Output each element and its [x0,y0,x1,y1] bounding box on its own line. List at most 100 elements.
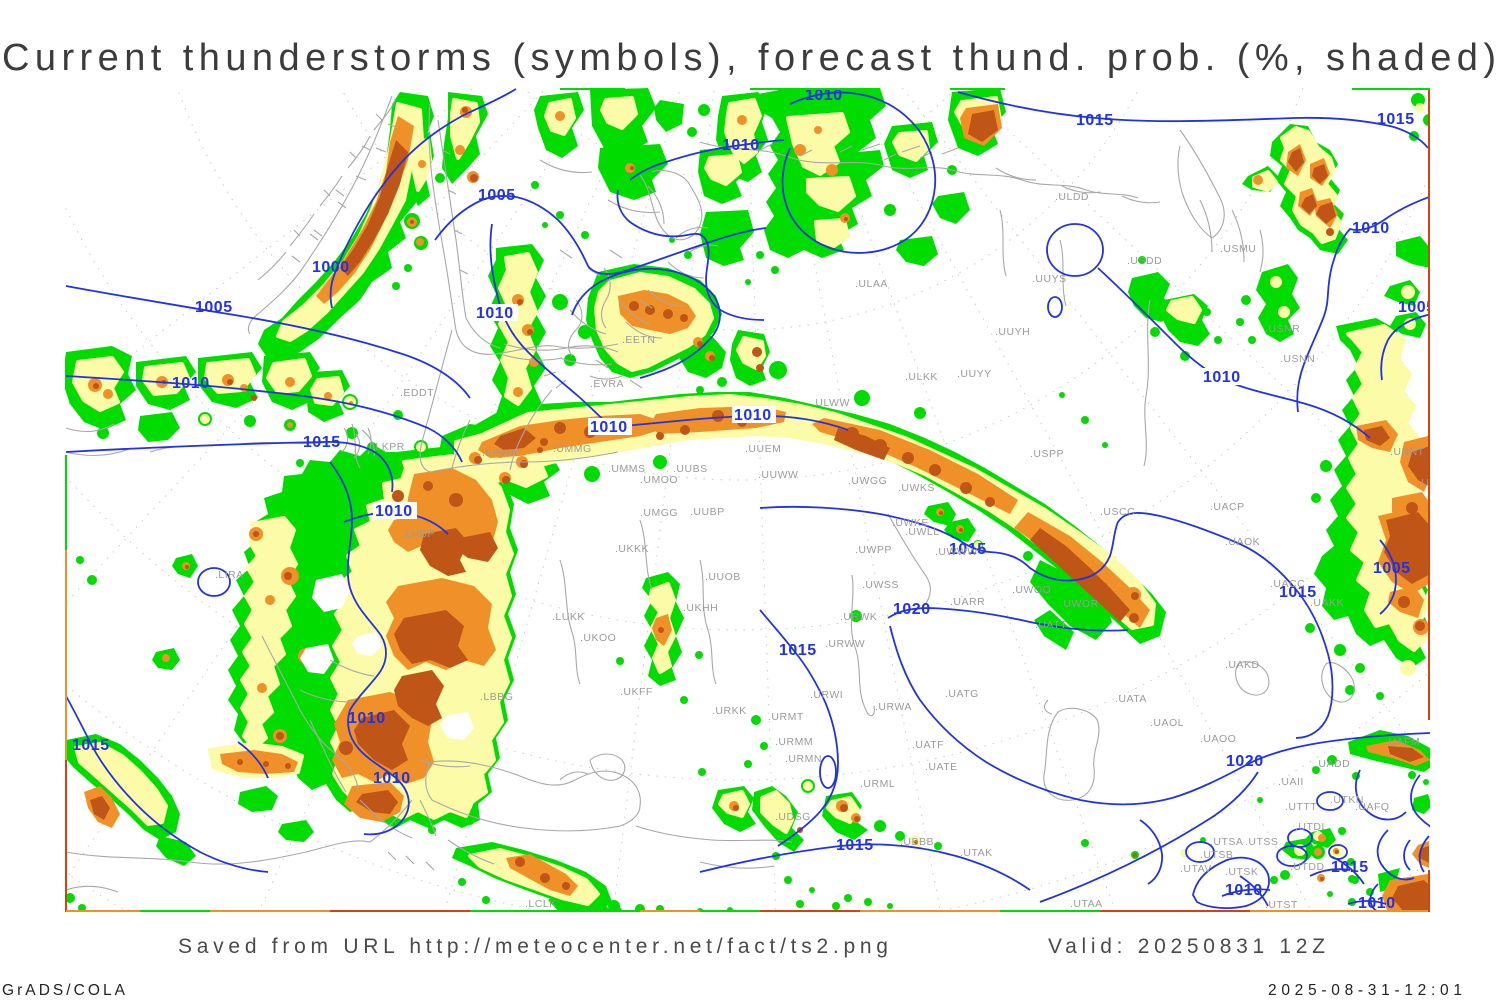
svg-text:.ULDD: .ULDD [1055,191,1089,203]
svg-text:.UWWW: .UWWW [935,546,978,558]
svg-text:1020: 1020 [1226,753,1264,770]
svg-text:.UMOO: .UMOO [640,474,678,486]
svg-text:.LHBP: .LHBP [402,528,435,540]
svg-text:.UTSS: .UTSS [1245,836,1278,848]
svg-text:1005: 1005 [1398,299,1436,316]
svg-text:.UTAK: .UTAK [960,847,993,859]
svg-text:1015: 1015 [1377,111,1415,128]
svg-text:.USDD: .USDD [1127,255,1162,267]
svg-text:.USNR: .USNR [1265,323,1300,335]
svg-text:.UTTT: .UTTT [1285,801,1317,813]
svg-text:.LBBG: .LBBG [480,691,513,703]
svg-text:.UTST: .UTST [1265,899,1298,911]
svg-text:.EVRA: .EVRA [590,378,624,390]
svg-text:.UTDL: .UTDL [1295,821,1328,833]
svg-text:.URML: .URML [860,778,895,790]
svg-text:.UWLL: .UWLL [905,526,940,538]
svg-text:Saved from URL http://meteocen: Saved from URL http://meteocenter.net/fa… [178,935,888,958]
svg-text:.URWI: .URWI [810,689,843,701]
svg-text:1010: 1010 [348,710,386,727]
svg-text:.UTDD: .UTDD [1290,861,1325,873]
svg-text:1010: 1010 [722,137,760,154]
svg-text:1015: 1015 [949,541,987,558]
svg-text:.UDSG: .UDSG [775,811,811,823]
svg-text:.LUKK: .LUKK [552,611,585,623]
svg-text:.UUOB: .UUOB [705,571,741,583]
svg-text:.USMU: .USMU [1220,243,1256,255]
svg-text:.URMN: .URMN [785,753,822,765]
svg-text:.UMMG: .UMMG [553,443,592,455]
svg-text:.UTSA: .UTSA [1210,836,1243,848]
svg-text:1015: 1015 [836,837,874,854]
svg-text:.USCC: .USCC [1100,506,1135,518]
svg-text:1010: 1010 [1352,220,1390,237]
svg-text:1010: 1010 [476,305,514,322]
svg-text:.UARR: .UARR [950,596,985,608]
svg-text:.UWKS: .UWKS [898,482,935,494]
svg-text:.EPWA: .EPWA [482,447,518,459]
svg-text:.UAFQ: .UAFQ [1355,801,1390,813]
svg-text:1015: 1015 [779,642,817,659]
svg-text:.UTAA: .UTAA [1070,898,1103,910]
svg-text:.UBBB: .UBBB [900,836,934,848]
svg-text:1005: 1005 [1373,560,1411,577]
svg-text:.UAKD: .UAKD [1225,659,1260,671]
svg-text:.UATE: .UATE [925,761,958,773]
svg-text:.UWSS: .UWSS [862,579,899,591]
svg-text:.UNNT: .UNNT [1390,446,1425,458]
svg-text:Current thunderstorms (symbols: Current thunderstorms (symbols), forecas… [2,37,1496,79]
svg-text:.ULKK: .ULKK [905,371,938,383]
svg-text:1015: 1015 [72,737,110,754]
svg-text:.UKKK: .UKKK [615,543,649,555]
svg-text:.UACP: .UACP [1210,501,1245,513]
svg-text:1010: 1010 [373,770,411,787]
svg-text:.UADD: .UADD [1315,758,1350,770]
svg-text:.UUBP: .UUBP [690,506,725,518]
svg-text:.UKHH: .UKHH [683,602,718,614]
svg-text:.URMM: .URMM [775,736,813,748]
svg-text:.UACC: .UACC [1270,578,1305,590]
svg-text:1010: 1010 [375,503,413,520]
svg-text:.LKPR: .LKPR [372,441,405,453]
svg-text:.UKOO: .UKOO [580,632,616,644]
svg-text:1015: 1015 [1076,112,1114,129]
svg-text:.URWK: .URWK [840,611,877,623]
svg-text:.ULAA: .ULAA [855,278,888,290]
svg-text:.URWA: .URWA [875,701,912,713]
svg-text:.UMMS: .UMMS [608,463,646,475]
svg-text:.UWKE: .UWKE [892,517,929,529]
svg-text:.EDDT: .EDDT [400,387,434,399]
svg-text:.UTAV: .UTAV [1180,863,1212,875]
svg-text:.UUYY: .UUYY [957,368,992,380]
svg-text:.ULWW: .ULWW [812,397,850,409]
svg-text:.LIRA: .LIRA [215,569,244,581]
svg-text:.UUBS: .UUBS [673,463,708,475]
svg-text:.URWW: .URWW [825,638,865,650]
svg-text:1015: 1015 [1279,584,1317,601]
svg-text:1010: 1010 [1358,895,1396,912]
svg-text:.URKK: .URKK [712,705,747,717]
svg-text:.UKFF: .UKFF [620,686,653,698]
svg-text:1010: 1010 [805,87,843,104]
svg-text:.UWPP: .UWPP [855,544,892,556]
svg-text:1020: 1020 [893,601,931,618]
svg-text:.UATG: .UATG [945,688,979,700]
svg-text:.UUEM: .UUEM [745,443,781,455]
svg-text:.UWGG: .UWGG [848,475,887,487]
svg-text:.UTSK: .UTSK [1225,866,1258,878]
svg-text:1010: 1010 [590,419,628,436]
svg-text:.UATA: .UATA [1115,693,1147,705]
svg-text:1010: 1010 [1225,882,1263,899]
svg-text:.UWOR: .UWOR [1060,598,1099,610]
svg-text:1015: 1015 [303,434,341,451]
svg-text:.UAII: .UAII [1278,776,1304,788]
svg-text:1010: 1010 [734,407,772,424]
svg-text:1005: 1005 [478,187,516,204]
svg-text:.UAOL: .UAOL [1150,717,1184,729]
svg-text:.USPP: .USPP [1030,448,1064,460]
svg-text:.UATT: .UATT [1035,619,1067,631]
svg-text:1000: 1000 [312,259,350,276]
svg-text:1015: 1015 [1331,859,1369,876]
svg-text:.UATF: .UATF [912,739,944,751]
svg-text:.UTKN: .UTKN [1330,794,1364,806]
